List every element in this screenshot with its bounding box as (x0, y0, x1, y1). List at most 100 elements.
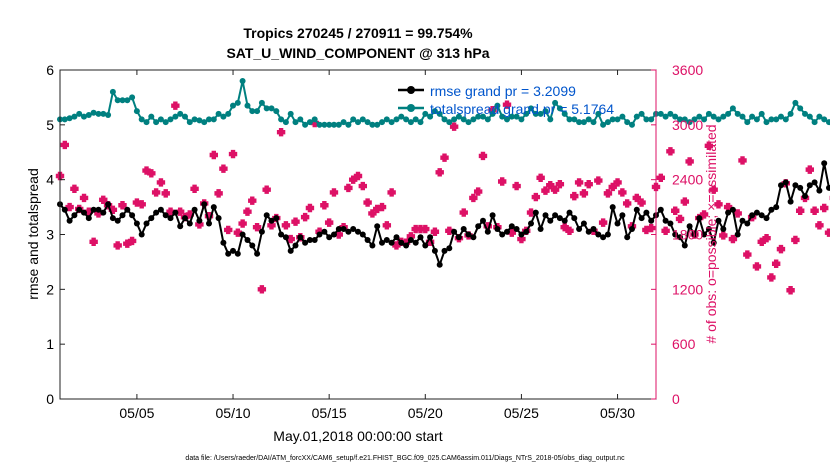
series-point-totalspread (734, 110, 741, 117)
series-point-totalspread (552, 99, 559, 106)
series-point-totalspread (273, 108, 280, 115)
series-point-rmse (66, 217, 73, 224)
obs-count-marker (733, 209, 742, 218)
obs-count-marker (685, 157, 694, 166)
series-point-rmse (455, 234, 462, 241)
series-point-rmse (230, 247, 236, 254)
series-point-totalspread (729, 105, 736, 112)
series-point-totalspread (480, 113, 486, 120)
series-point-totalspread (109, 88, 116, 95)
obs-count-marker (546, 180, 555, 190)
series-point-totalspread (393, 116, 400, 123)
series-point-rmse (335, 226, 342, 232)
series-point-totalspread (105, 112, 112, 118)
obs-count-marker (281, 221, 291, 230)
obs-count-marker (161, 189, 170, 198)
series-point-rmse (494, 226, 501, 232)
series-point-totalspread (696, 113, 703, 120)
series-point-totalspread (133, 108, 140, 115)
obs-count-marker (473, 187, 483, 196)
series-point-rmse (100, 209, 107, 216)
series-point-rmse (95, 206, 102, 213)
series-point-rmse (465, 231, 472, 238)
series-point-rmse (379, 239, 385, 246)
series-point-totalspread (239, 78, 246, 84)
series-point-rmse (821, 160, 828, 167)
series-point-rmse (157, 206, 164, 213)
obs-count-marker (550, 185, 560, 194)
series-point-rmse (758, 212, 765, 219)
series-point-rmse (441, 247, 448, 254)
series-point-rmse (576, 226, 583, 232)
series-point-totalspread (61, 116, 68, 123)
series-point-totalspread (153, 119, 160, 126)
series-point-totalspread (739, 113, 746, 120)
obs-count-marker (666, 147, 675, 156)
obs-count-marker (531, 192, 541, 202)
series-point-rmse (561, 217, 568, 224)
left-y-tick-label: 4 (46, 172, 54, 188)
series-point-totalspread (148, 113, 155, 120)
series-point-rmse (254, 250, 261, 257)
series-point-rmse (153, 209, 160, 216)
series-point-rmse (359, 231, 366, 238)
series-point-rmse (412, 239, 419, 246)
obs-count-marker (147, 169, 156, 178)
series-point-rmse (215, 215, 222, 222)
series-point-rmse (273, 215, 280, 222)
obs-count-marker (228, 149, 238, 159)
obs-count-marker (767, 273, 776, 282)
series-point-rmse (739, 217, 746, 224)
obs-count-marker (430, 227, 440, 236)
series-point-rmse (129, 212, 136, 219)
obs-count-marker (738, 156, 747, 165)
series-point-totalspread (335, 121, 342, 128)
legend-marker-totalspread (407, 104, 415, 112)
series-point-rmse (331, 231, 337, 238)
series-point-rmse (720, 226, 727, 232)
series-point-rmse (196, 217, 203, 224)
series-point-totalspread (643, 116, 650, 123)
series-point-totalspread (369, 121, 376, 128)
series-point-rmse (234, 250, 241, 257)
series-point-totalspread (422, 110, 429, 117)
series-point-rmse (446, 245, 453, 252)
obs-count-marker (719, 231, 728, 240)
series-point-totalspread (441, 116, 448, 123)
obs-count-marker (675, 214, 685, 224)
series-point-totalspread (167, 116, 174, 123)
left-y-tick-label: 1 (46, 336, 54, 352)
series-point-totalspread (340, 119, 347, 126)
obs-count-marker (555, 180, 565, 189)
obs-count-marker (517, 234, 526, 244)
series-point-totalspread (576, 119, 583, 126)
obs-count-marker (502, 100, 512, 109)
right-y-tick-label: 1800 (672, 227, 703, 243)
series-point-rmse (528, 220, 534, 227)
series-point-rmse (436, 261, 443, 268)
x-tick-label: 05/25 (504, 405, 539, 421)
obs-count-marker (810, 206, 819, 215)
series-point-totalspread (787, 110, 794, 117)
obs-count-marker (815, 221, 824, 230)
series-point-totalspread (686, 119, 693, 126)
series-point-rmse (508, 223, 515, 230)
series-point-rmse (278, 231, 285, 238)
obs-count-marker (219, 164, 228, 173)
x-axis-label: May.01,2018 00:00:00 start (273, 428, 443, 444)
series-point-rmse (105, 201, 112, 208)
series-point-totalspread (143, 119, 150, 126)
left-y-tick-label: 2 (46, 281, 54, 297)
series-point-rmse (374, 223, 381, 230)
series-point-totalspread (85, 112, 92, 118)
series-point-rmse (532, 209, 539, 216)
series-point-totalspread (513, 113, 520, 120)
obs-count-marker (632, 193, 641, 203)
series-point-rmse (691, 231, 698, 238)
obs-count-marker (661, 226, 670, 236)
chart-title-line1: Tropics 270245 / 270911 = 99.754% (243, 25, 473, 41)
series-point-rmse (388, 239, 395, 246)
series-point-rmse (321, 228, 328, 235)
obs-count-marker (791, 235, 800, 245)
series-point-rmse (710, 239, 717, 246)
